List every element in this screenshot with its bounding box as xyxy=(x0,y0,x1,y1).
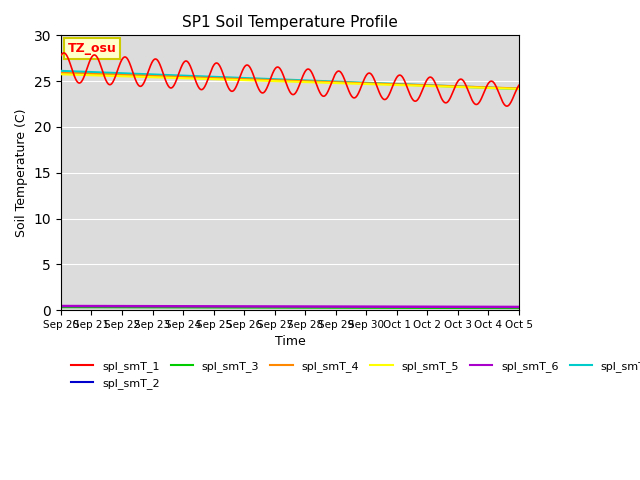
spl_smT_1 xyxy=(418,89,426,95)
spl_smT_1 xyxy=(502,103,509,109)
spl_smT_1 xyxy=(57,53,65,59)
spl_smT_1 xyxy=(515,83,523,88)
spl_smT_1 xyxy=(503,103,511,109)
spl_smT_1 xyxy=(268,73,276,79)
spl_smT_7 xyxy=(280,77,287,83)
spl_smT_5 xyxy=(268,78,275,84)
spl_smT_7 xyxy=(502,85,509,91)
spl_smT_7 xyxy=(502,85,509,91)
Line: spl_smT_3: spl_smT_3 xyxy=(61,307,519,308)
spl_smT_5 xyxy=(57,72,65,77)
spl_smT_5 xyxy=(502,85,509,91)
spl_smT_1 xyxy=(280,74,288,80)
spl_smT_1 xyxy=(60,50,68,56)
spl_smT_3 xyxy=(280,305,287,311)
spl_smT_5 xyxy=(81,72,88,78)
spl_smT_3 xyxy=(515,305,523,311)
spl_smT_6 xyxy=(418,304,426,310)
Line: spl_smT_5: spl_smT_5 xyxy=(61,74,519,89)
spl_smT_4 xyxy=(502,85,509,91)
spl_smT_5 xyxy=(502,85,509,91)
spl_smT_3 xyxy=(418,305,426,311)
Line: spl_smT_7: spl_smT_7 xyxy=(61,71,519,89)
spl_smT_5 xyxy=(280,79,287,84)
Line: spl_smT_1: spl_smT_1 xyxy=(61,53,519,106)
spl_smT_7 xyxy=(81,69,88,75)
spl_smT_6 xyxy=(81,303,88,309)
Title: SP1 Soil Temperature Profile: SP1 Soil Temperature Profile xyxy=(182,15,398,30)
spl_smT_4 xyxy=(515,85,523,91)
spl_smT_7 xyxy=(268,76,275,82)
spl_smT_7 xyxy=(418,82,426,88)
spl_smT_4 xyxy=(57,70,65,76)
Line: spl_smT_6: spl_smT_6 xyxy=(61,306,519,307)
spl_smT_3 xyxy=(502,305,509,311)
spl_smT_4 xyxy=(81,71,88,77)
spl_smT_2 xyxy=(57,304,65,310)
spl_smT_6 xyxy=(515,304,523,310)
X-axis label: Time: Time xyxy=(275,336,305,348)
spl_smT_7 xyxy=(515,86,523,92)
spl_smT_2 xyxy=(515,304,523,310)
spl_smT_2 xyxy=(268,304,275,310)
spl_smT_6 xyxy=(57,303,65,309)
spl_smT_2 xyxy=(280,304,287,310)
spl_smT_4 xyxy=(502,85,509,91)
spl_smT_2 xyxy=(502,304,509,310)
spl_smT_5 xyxy=(515,86,523,92)
spl_smT_6 xyxy=(502,304,509,310)
spl_smT_4 xyxy=(268,77,275,83)
spl_smT_3 xyxy=(57,304,65,310)
spl_smT_5 xyxy=(418,83,426,89)
spl_smT_3 xyxy=(502,305,509,311)
Y-axis label: Soil Temperature (C): Soil Temperature (C) xyxy=(15,108,28,237)
spl_smT_1 xyxy=(502,103,509,108)
spl_smT_4 xyxy=(280,78,287,84)
spl_smT_6 xyxy=(280,303,287,309)
spl_smT_6 xyxy=(268,303,275,309)
Legend: spl_smT_1, spl_smT_2, spl_smT_3, spl_smT_4, spl_smT_5, spl_smT_6, spl_smT_7: spl_smT_1, spl_smT_2, spl_smT_3, spl_smT… xyxy=(67,357,640,393)
spl_smT_7 xyxy=(57,68,65,74)
spl_smT_2 xyxy=(502,304,509,310)
spl_smT_3 xyxy=(81,305,88,311)
Line: spl_smT_4: spl_smT_4 xyxy=(61,73,519,88)
spl_smT_4 xyxy=(418,82,426,88)
spl_smT_6 xyxy=(502,304,509,310)
spl_smT_2 xyxy=(418,304,426,310)
spl_smT_1 xyxy=(81,72,88,78)
Text: TZ_osu: TZ_osu xyxy=(68,42,116,55)
spl_smT_2 xyxy=(81,304,88,310)
spl_smT_3 xyxy=(268,305,275,311)
